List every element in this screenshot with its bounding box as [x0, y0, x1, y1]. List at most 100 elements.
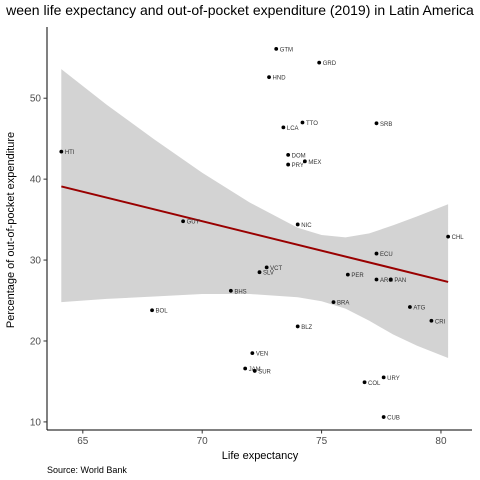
y-axis-label: Percentage of out-of-pocket expenditure — [5, 132, 17, 328]
point-label: VEN — [256, 352, 268, 358]
point-marker — [408, 305, 412, 309]
point-marker — [302, 159, 307, 164]
trend-line — [61, 185, 449, 283]
point-marker — [243, 366, 248, 371]
point-label: SUR — [258, 369, 271, 375]
confidence-band-layer — [61, 69, 449, 358]
point-marker — [281, 125, 286, 130]
point-label: HTI — [65, 150, 75, 156]
point-label: ECU — [380, 252, 393, 258]
y-tick-label: 30 — [30, 256, 42, 267]
point-label: CHL — [452, 235, 465, 241]
data-point-gtm: GTM — [274, 46, 293, 53]
x-tick-label: 75 — [316, 436, 328, 447]
data-point-hti: HTI — [59, 149, 75, 156]
data-point-blz: BLZ — [295, 324, 313, 331]
point-marker — [374, 277, 379, 282]
data-point-mex: MEX — [302, 159, 321, 166]
data-point-ven: VEN — [250, 351, 268, 358]
point-marker — [59, 149, 64, 154]
y-tick-label: 20 — [30, 336, 42, 347]
point-marker — [300, 120, 305, 125]
x-tick-label: 65 — [77, 436, 89, 447]
data-point-col: COL — [362, 380, 381, 387]
data-point-slv: SLV — [257, 270, 274, 277]
point-marker — [362, 380, 367, 385]
data-point-dom: DOM — [286, 152, 306, 159]
point-label: LCA — [287, 126, 299, 132]
data-point-cri: CRI — [429, 318, 446, 325]
data-point-tto: TTO — [300, 120, 318, 127]
point-marker — [181, 219, 185, 224]
point-marker — [252, 369, 257, 373]
point-marker — [374, 121, 379, 126]
point-label: NIC — [301, 223, 312, 229]
point-marker — [295, 324, 300, 329]
point-marker — [381, 375, 386, 380]
point-marker — [381, 415, 386, 419]
data-point-chl: CHL — [446, 234, 465, 241]
y-tick-label: 50 — [30, 94, 42, 105]
data-point-lca: LCA — [281, 125, 299, 132]
point-marker — [446, 234, 451, 239]
point-marker — [388, 277, 393, 282]
point-label: HND — [273, 76, 287, 82]
point-label: SRB — [380, 122, 392, 128]
x-ticks-layer: 65 70 75 80 — [77, 430, 447, 447]
point-marker — [286, 152, 291, 157]
point-label: PRY — [292, 163, 304, 169]
x-tick-label: 80 — [435, 436, 447, 447]
point-marker — [228, 288, 233, 293]
point-marker — [250, 351, 255, 356]
data-point-nic: NIC — [295, 222, 312, 229]
data-point-srb: SRB — [374, 121, 392, 128]
point-marker — [267, 75, 271, 80]
point-marker — [295, 222, 300, 227]
point-label: BLZ — [301, 325, 312, 331]
data-point-ury: URY — [381, 375, 400, 382]
data-point-bol: BOL — [150, 308, 169, 315]
x-axis-label: Life expectancy — [222, 450, 299, 462]
point-label: VCT — [270, 266, 282, 272]
point-label: MEX — [308, 160, 321, 166]
point-label: GUY — [187, 220, 200, 226]
point-marker — [317, 60, 322, 65]
data-point-atg: ATG — [408, 305, 426, 311]
data-point-bhs: BHS — [228, 288, 247, 295]
y-ticks-layer: 10 20 30 40 50 — [30, 94, 47, 428]
point-label: GTM — [280, 47, 293, 53]
point-label: BRA — [337, 301, 349, 307]
point-label: TTO — [306, 121, 318, 127]
point-label: SLV — [263, 271, 274, 277]
point-label: CRI — [435, 319, 446, 325]
point-label: ARG — [380, 278, 393, 284]
data-point-hnd: HND — [267, 75, 287, 82]
point-label: DOM — [292, 153, 306, 159]
data-point-guy: GUY — [181, 219, 200, 226]
point-label: PER — [351, 273, 364, 279]
data-point-pry: PRY — [286, 162, 304, 169]
caption: Source: World Bank — [47, 465, 127, 475]
x-tick-label: 70 — [197, 436, 209, 447]
chart-title: ween life expectancy and out-of-pocket e… — [5, 2, 474, 18]
point-marker — [150, 308, 154, 313]
data-point-per: PER — [345, 272, 364, 279]
y-tick-label: 10 — [30, 417, 42, 428]
confidence-band — [61, 69, 449, 358]
point-marker — [345, 272, 350, 277]
y-tick-label: 40 — [30, 175, 42, 186]
data-point-vct: VCT — [264, 265, 282, 272]
point-marker — [286, 162, 291, 167]
point-marker — [274, 46, 279, 51]
point-label: PAN — [394, 278, 406, 284]
point-label: ATG — [413, 305, 425, 311]
data-point-bra: BRA — [331, 300, 349, 307]
data-point-sur: SUR — [252, 369, 272, 375]
point-marker — [264, 265, 269, 270]
point-label: BOL — [156, 309, 169, 315]
point-label: COL — [368, 381, 381, 387]
point-marker — [257, 270, 262, 275]
data-point-grd: GRD — [317, 60, 337, 67]
